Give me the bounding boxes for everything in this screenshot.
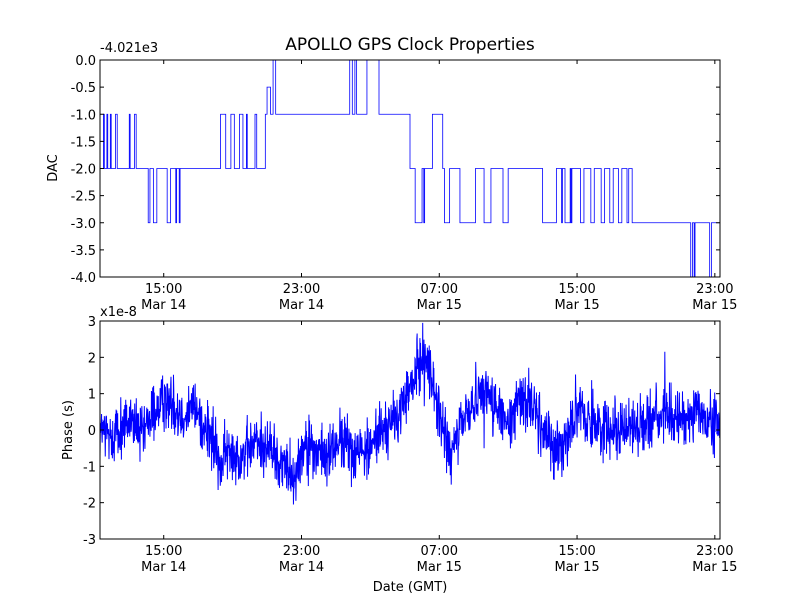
dac-y-tick-label: 0.0: [75, 54, 96, 69]
phase-y-tick-label: 3: [88, 315, 96, 330]
phase-x-tick-date: Mar 15: [554, 560, 599, 575]
dac-series-line: [100, 60, 720, 277]
dac-x-tick-date: Mar 15: [417, 298, 462, 313]
dac-y-tick-label: -4.0: [71, 271, 96, 286]
dac-y-tick-label: -3.0: [71, 217, 96, 232]
x-axis-label: Date (GMT): [373, 580, 448, 595]
phase-x-tick-time: 15:00: [145, 544, 182, 559]
dac-x-tick-time: 15:00: [145, 282, 182, 297]
dac-y-tick-label: -0.5: [71, 81, 96, 96]
dac-x-tick-date: Mar 14: [141, 298, 186, 313]
chart-title: APOLLO GPS Clock Properties: [285, 35, 535, 55]
dac-x-tick-date: Mar 15: [554, 298, 599, 313]
dac-x-tick-time: 23:00: [696, 282, 733, 297]
dac-y-tick-label: -3.5: [71, 244, 96, 259]
phase-y-tick-label: 0: [88, 424, 96, 439]
phase-y-tick-label: 2: [88, 351, 96, 366]
phase-y-tick-label: -2: [83, 497, 96, 512]
dac-y-tick-label: -1.5: [71, 135, 96, 150]
dac-y-tick-label: -2.0: [71, 163, 96, 178]
phase-x-tick-time: 07:00: [421, 544, 458, 559]
dac-x-tick-date: Mar 15: [692, 298, 737, 313]
phase-x-tick-date: Mar 15: [692, 560, 737, 575]
dac-offset-label: -4.021e3: [100, 41, 158, 56]
phase-offset-label: x1e-8: [100, 305, 137, 320]
phase-y-tick-label: -3: [83, 533, 96, 548]
dac-y-tick-label: -2.5: [71, 190, 96, 205]
phase-y-tick-label: -1: [83, 460, 96, 475]
phase-x-tick-date: Mar 14: [279, 560, 324, 575]
phase-x-tick-time: 15:00: [558, 544, 595, 559]
dac-subplot: -4.021e3 DAC 0.0 -0.5 -1.0 -1.5 -2.0 -2.5 -3.0…: [46, 41, 737, 313]
phase-x-tick-time: 23:00: [696, 544, 733, 559]
dac-x-tick-time: 23:00: [283, 282, 320, 297]
dac-y-tick-label: -1.0: [71, 108, 96, 123]
phase-x-tick-date: Mar 15: [417, 560, 462, 575]
phase-series-line: [100, 322, 720, 505]
phase-x-tick-date: Mar 14: [141, 560, 186, 575]
phase-y-axis-label: Phase (s): [61, 400, 76, 460]
dac-x-tick-time: 07:00: [421, 282, 458, 297]
phase-x-tick-time: 23:00: [283, 544, 320, 559]
dac-x-tick-date: Mar 14: [279, 298, 324, 313]
dac-x-tick-time: 15:00: [558, 282, 595, 297]
phase-y-tick-label: 1: [88, 388, 96, 403]
dac-y-axis-label: DAC: [46, 154, 61, 182]
